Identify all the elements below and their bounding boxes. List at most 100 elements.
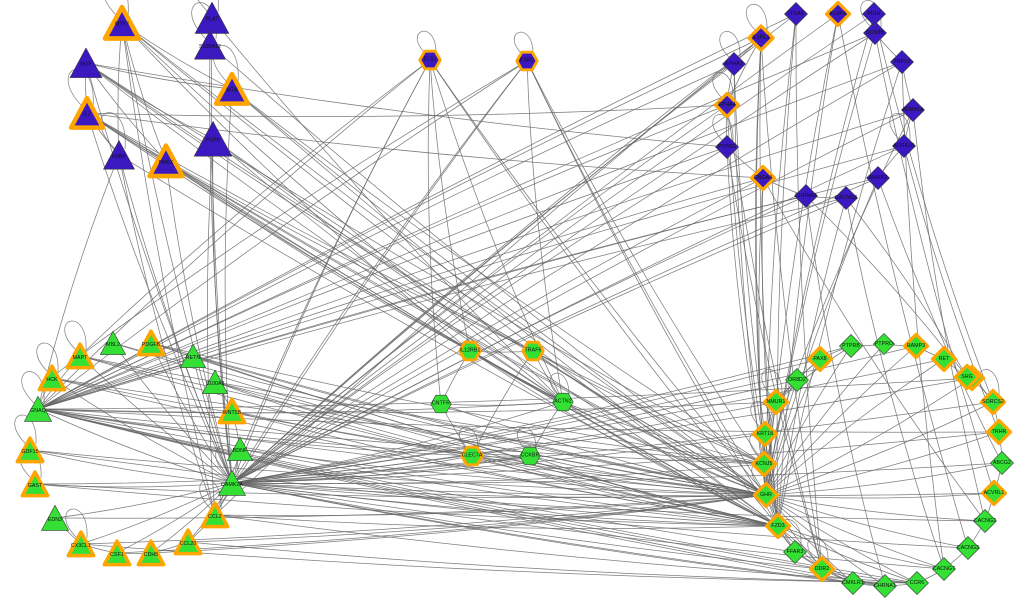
graph-node-adra1a[interactable]: ADRA1A	[901, 98, 926, 123]
graph-node-hck[interactable]: HCK	[37, 364, 67, 392]
graph-edge	[765, 377, 973, 496]
graph-node-wnt5b[interactable]: WNT5B	[217, 397, 247, 425]
graph-node-pdgfb[interactable]: PDGFB	[136, 329, 166, 357]
graph-node-cntfr[interactable]: CNTFR	[430, 393, 452, 415]
graph-node-ret[interactable]: RET	[930, 345, 958, 373]
graph-node-chrna1[interactable]: CHRNA1	[873, 574, 898, 599]
graph-edge	[231, 61, 903, 484]
graph-node-il12rb1[interactable]: IL12RB1	[458, 340, 482, 362]
graph-node-adra1b[interactable]: ADRA1B	[892, 134, 917, 159]
graph-node-kcnj5[interactable]: KCNJ5	[750, 450, 778, 478]
graph-node-retn[interactable]: RETN	[180, 343, 207, 370]
graph-node-gnaq[interactable]: GNAQ	[24, 395, 53, 424]
graph-node-clec7a[interactable]: CLEC7A	[460, 445, 484, 467]
graph-node-amhr2[interactable]: AMHR2	[866, 166, 891, 191]
graph-node-epha4[interactable]: EPHA4	[713, 91, 741, 119]
node-glyph	[173, 528, 203, 556]
graph-node-ccl2[interactable]: CCL2	[200, 501, 230, 529]
graph-node-s100a12[interactable]: S100A12	[194, 29, 227, 62]
graph-node-trhr[interactable]: TRHR	[985, 418, 1013, 446]
graph-node-ngf[interactable]: NGF	[69, 46, 103, 80]
graph-node-sorcs2[interactable]: SORCS2	[979, 388, 1007, 416]
graph-node-bdnf[interactable]: BDNF	[227, 436, 254, 463]
graph-edge	[80, 482, 233, 545]
node-shape	[990, 451, 1014, 475]
graph-node-il1rl1[interactable]: IL1RL1	[747, 24, 775, 52]
graph-node-cnga4[interactable]: CNGA4	[749, 164, 777, 192]
graph-node-ramp3[interactable]: RAMP3	[902, 332, 930, 360]
graph-node-mtf2[interactable]: MTF2	[102, 4, 142, 41]
node-glyph	[752, 481, 780, 509]
graph-node-chrna4[interactable]: CHRNA4	[794, 184, 819, 209]
self-loop-edge	[36, 342, 59, 373]
node-glyph	[200, 501, 230, 529]
graph-node-krt18[interactable]: KRT18	[751, 420, 779, 448]
graph-edge	[86, 112, 233, 484]
graph-node-cacng3[interactable]: CACNG3	[956, 536, 981, 561]
self-loop-edge	[100, 112, 126, 150]
graph-node-traf6[interactable]: TRAF6	[521, 340, 545, 362]
graph-node-ptprg[interactable]: PTPRG	[715, 135, 740, 160]
graph-node-itga8[interactable]: ITGA8	[784, 2, 809, 27]
graph-node-els1[interactable]: ELS1	[418, 49, 442, 71]
node-shape	[218, 469, 246, 496]
node-glyph	[193, 121, 233, 157]
graph-node-il2[interactable]: IL2	[68, 95, 106, 130]
graph-node-pigh[interactable]: PIGH	[862, 2, 887, 27]
graph-node-edn3[interactable]: EDN3	[41, 504, 70, 533]
graph-node-cx3cl1[interactable]: CX3CL1	[66, 530, 96, 558]
self-loop-edge	[712, 114, 734, 142]
graph-node-nmur1[interactable]: NMUR1	[762, 388, 790, 416]
graph-edge	[765, 494, 918, 584]
node-glyph	[521, 340, 545, 362]
graph-edge	[37, 145, 905, 410]
graph-node-ccl20[interactable]: CCL20	[173, 528, 203, 556]
graph-node-fzd3[interactable]: FZD3	[764, 512, 792, 540]
node-glyph	[460, 445, 484, 467]
graph-node-pax8[interactable]: PAX8	[806, 345, 834, 373]
graph-edge	[231, 146, 728, 484]
node-glyph	[722, 52, 746, 76]
graph-node-cacng3b[interactable]: CACNG3	[834, 186, 859, 211]
graph-node-gdf15[interactable]: GDF15	[15, 436, 45, 464]
graph-node-ghr[interactable]: GHR	[752, 481, 780, 509]
graph-node-ptpro[interactable]: PTPRO	[873, 333, 896, 356]
node-shape	[930, 345, 958, 373]
graph-node-cckbr[interactable]: CCKBR	[519, 445, 541, 467]
node-glyph	[902, 332, 930, 360]
graph-edge	[86, 112, 764, 179]
graph-node-trpv2[interactable]: TRPV2	[890, 50, 915, 75]
graph-node-shg[interactable]: SHG	[953, 363, 981, 391]
node-shape	[136, 539, 166, 567]
graph-node-mapt[interactable]: MAPT	[65, 342, 95, 370]
graph-node-epha3[interactable]: EPHA3	[722, 52, 747, 77]
node-glyph	[519, 446, 541, 466]
graph-node-cacng2[interactable]: CACNG2	[973, 509, 998, 534]
graph-node-s100a8[interactable]: S100A8	[202, 369, 229, 396]
node-shape	[873, 574, 897, 598]
graph-edge	[86, 104, 728, 117]
graph-node-cmklr1[interactable]: CMKLR1	[841, 571, 866, 596]
graph-node-csf1[interactable]: CSF1	[102, 539, 132, 567]
graph-node-mtn[interactable]: MTN	[213, 71, 251, 106]
node-shape	[227, 436, 253, 461]
node-glyph	[890, 50, 914, 74]
graph-node-esr2[interactable]: ESR2	[515, 50, 539, 72]
graph-node-ffar3[interactable]: FFAR3	[783, 540, 808, 565]
graph-node-mbl2[interactable]: MBL2	[100, 330, 127, 357]
graph-edge	[231, 431, 1000, 484]
graph-node-actn2[interactable]: ACTN2	[552, 391, 574, 413]
graph-node-gast[interactable]: GAST	[20, 470, 50, 498]
graph-node-fgf6[interactable]: FGF6	[193, 119, 233, 159]
graph-node-acvrl1[interactable]: ACVRL1	[980, 479, 1008, 507]
graph-node-camk2a[interactable]: CAMK2A	[218, 469, 247, 498]
graph-node-ptprb[interactable]: PTPRB	[839, 334, 864, 359]
graph-node-ccr6[interactable]: CCR6	[905, 571, 930, 596]
graph-node-abcg2[interactable]: ABCG2	[990, 451, 1015, 476]
graph-node-ddr2[interactable]: DDR2	[808, 555, 836, 583]
graph-node-fnbp[interactable]: FNBP	[103, 139, 136, 172]
graph-node-klrf1[interactable]: KLRF1	[824, 0, 852, 28]
graph-node-cdh5[interactable]: CDH5	[136, 539, 166, 567]
graph-node-cacng7[interactable]: CACNG7	[932, 557, 957, 582]
graph-node-prkx[interactable]: PRKX	[147, 143, 185, 179]
